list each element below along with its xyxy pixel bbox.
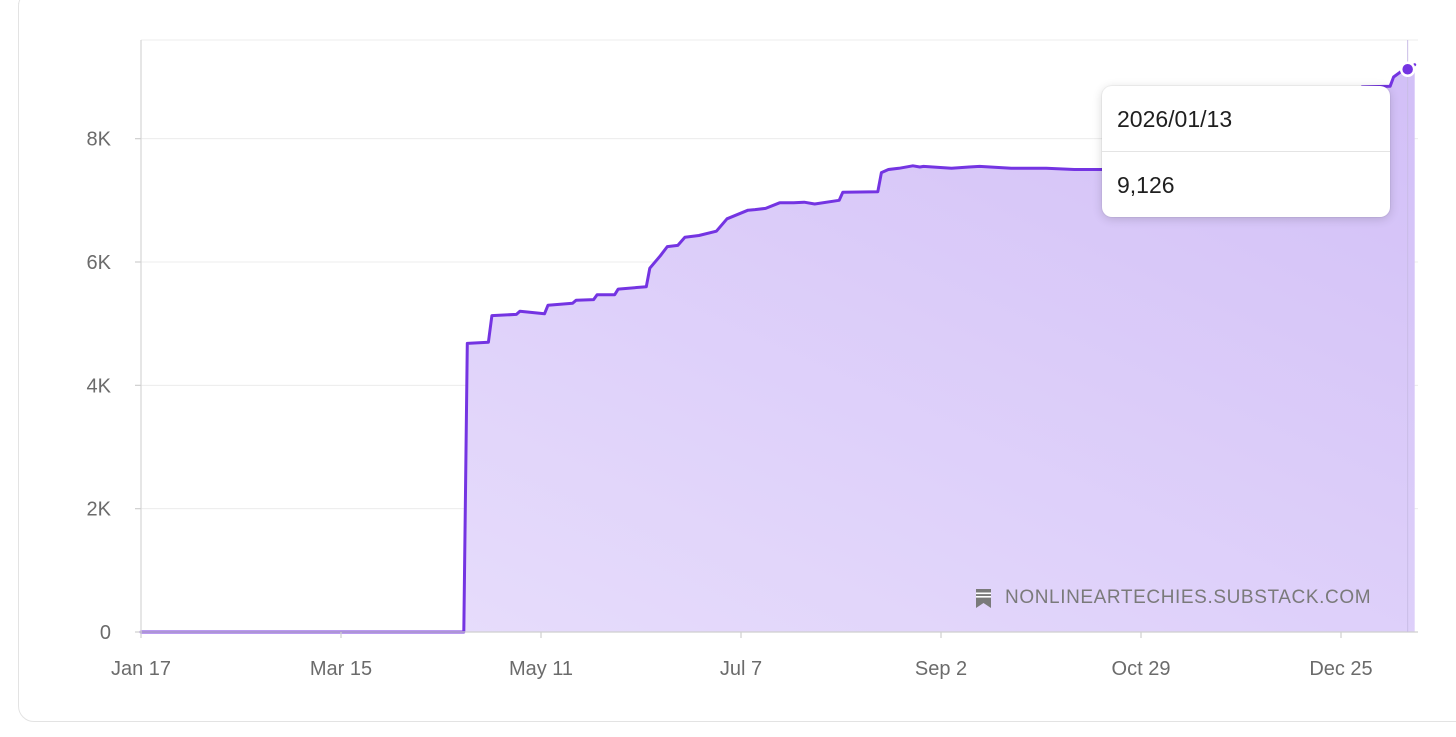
x-tick-label: Mar 15 (310, 658, 372, 680)
watermark-text: NONLINEARTECHIES.SUBSTACK.COM (1005, 587, 1372, 608)
tooltip-date: 2026/01/13 (1117, 106, 1233, 132)
hover-tooltip: 2026/01/13 9,126 (1102, 86, 1390, 217)
watermark: NONLINEARTECHIES.SUBSTACK.COM (974, 586, 1371, 610)
area-series (139, 63, 1417, 634)
hover-point[interactable] (1399, 61, 1416, 77)
series-area-fill (141, 64, 1415, 632)
y-tick-label: 2K (87, 499, 112, 521)
x-tick-label: Dec 25 (1309, 658, 1372, 680)
x-tick-label: Sep 2 (915, 658, 967, 680)
tick-labels: 0 2K 4K 6K 8K Jan 17 Mar 15 May 11 Jul 7 Sep 2 Oct… (87, 129, 1373, 680)
y-tick-label: 0 (100, 622, 111, 644)
hover-marker-layer (1399, 40, 1416, 632)
tooltip-value: 9,126 (1117, 172, 1175, 198)
x-tick-label: Jan 17 (111, 658, 171, 680)
x-tick-label: Oct 29 (1112, 658, 1171, 680)
y-tick-label: 8K (87, 129, 112, 151)
y-tick-label: 4K (87, 375, 112, 397)
x-tick-label: Jul 7 (720, 658, 762, 680)
tooltip-divider (1102, 151, 1390, 152)
bookmark-icon (976, 588, 991, 608)
series-line (139, 63, 1417, 634)
y-tick-label: 6K (87, 252, 112, 274)
x-tick-label: May 11 (509, 658, 573, 680)
